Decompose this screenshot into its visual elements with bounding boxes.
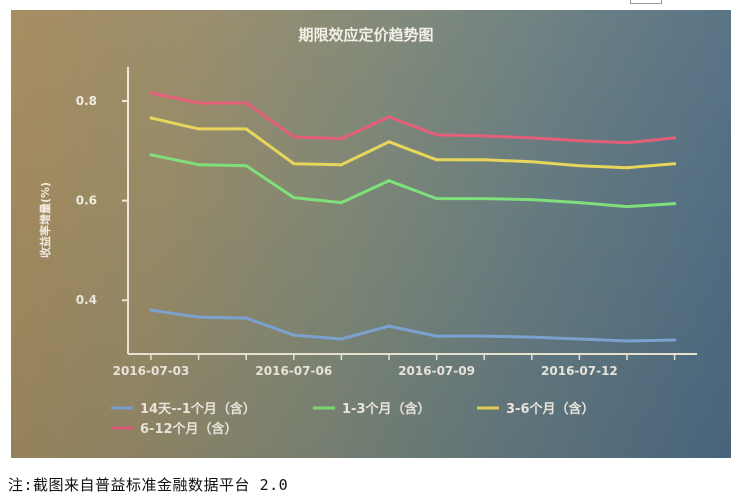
data-point[interactable] (482, 197, 486, 201)
data-point[interactable] (387, 115, 391, 119)
data-point[interactable] (292, 162, 296, 166)
data-point[interactable] (339, 137, 343, 141)
footnote: 注:截图来自普益标准金融数据平台 2.0 (8, 476, 289, 494)
data-point[interactable] (149, 116, 153, 120)
data-point[interactable] (197, 315, 201, 319)
data-point[interactable] (530, 335, 534, 339)
data-point[interactable] (244, 127, 248, 131)
legend-label: 14天--1个月（含） (140, 401, 256, 417)
data-point[interactable] (530, 160, 534, 164)
data-point[interactable] (149, 153, 153, 157)
series-line-3[interactable] (149, 91, 677, 145)
data-point[interactable] (387, 324, 391, 328)
data-point[interactable] (577, 164, 581, 168)
data-point[interactable] (625, 166, 629, 170)
x-tick-label: 2016-07-09 (398, 364, 475, 378)
data-point[interactable] (482, 158, 486, 162)
data-point[interactable] (577, 201, 581, 205)
data-point[interactable] (149, 91, 153, 95)
data-point[interactable] (244, 164, 248, 168)
window-corner-box (630, 0, 662, 4)
data-point[interactable] (482, 134, 486, 138)
data-point[interactable] (625, 205, 629, 209)
data-point[interactable] (435, 133, 439, 137)
data-point[interactable] (530, 198, 534, 202)
data-point[interactable] (530, 136, 534, 140)
data-point[interactable] (197, 163, 201, 167)
data-point[interactable] (339, 163, 343, 167)
data-point[interactable] (577, 337, 581, 341)
data-point[interactable] (292, 333, 296, 337)
data-point[interactable] (482, 334, 486, 338)
data-point[interactable] (673, 202, 677, 206)
legend-item[interactable]: 6-12个月（含） (111, 421, 238, 437)
data-point[interactable] (244, 101, 248, 105)
chart-title: 期限效应定价趋势图 (298, 26, 433, 44)
series-line-2[interactable] (149, 116, 677, 170)
y-tick-label: 0.8 (76, 94, 97, 108)
y-tick-label: 0.6 (76, 194, 97, 208)
data-point[interactable] (673, 136, 677, 140)
legend-item[interactable]: 3-6个月（含） (477, 401, 595, 417)
data-point[interactable] (244, 316, 248, 320)
legend-label: 1-3个月（含） (342, 401, 431, 417)
data-point[interactable] (435, 334, 439, 338)
series-line-0[interactable] (149, 308, 677, 343)
data-point[interactable] (339, 201, 343, 205)
data-point[interactable] (435, 158, 439, 162)
data-point[interactable] (339, 337, 343, 341)
x-tick-label: 2016-07-06 (255, 364, 332, 378)
data-point[interactable] (625, 141, 629, 145)
x-tick-label: 2016-07-12 (541, 364, 618, 378)
data-point[interactable] (197, 101, 201, 105)
line-chart: 期限效应定价趋势图 收益率增量(%) 0.4 0.6 0.8 2016-07-03 2… (38, 26, 697, 437)
y-tick-label: 0.4 (76, 293, 97, 307)
data-point[interactable] (625, 339, 629, 343)
legend-label: 3-6个月（含） (506, 401, 595, 417)
chart-panel: 期限效应定价趋势图 收益率增量(%) 0.4 0.6 0.8 2016-07-03 2… (11, 10, 731, 458)
data-point[interactable] (435, 197, 439, 201)
data-point[interactable] (292, 135, 296, 139)
data-point[interactable] (673, 162, 677, 166)
data-point[interactable] (197, 127, 201, 131)
data-point[interactable] (149, 308, 153, 312)
series-line-1[interactable] (149, 153, 677, 209)
legend-item[interactable]: 1-3个月（含） (313, 401, 431, 417)
legend-label: 6-12个月（含） (140, 421, 238, 437)
y-axis-title: 收益率增量(%) (38, 182, 52, 258)
x-tick-label: 2016-07-03 (113, 364, 190, 378)
data-point[interactable] (673, 338, 677, 342)
data-point[interactable] (387, 140, 391, 144)
data-point[interactable] (292, 196, 296, 200)
data-point[interactable] (577, 139, 581, 143)
data-point[interactable] (387, 179, 391, 183)
legend-item[interactable]: 14天--1个月（含） (111, 401, 256, 417)
